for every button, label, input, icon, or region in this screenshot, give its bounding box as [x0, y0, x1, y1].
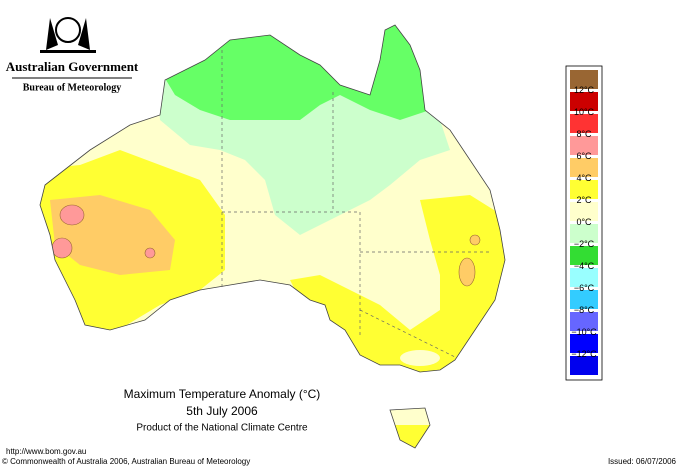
- legend-swatch: [570, 268, 598, 287]
- legend-swatch: [570, 312, 598, 331]
- header-title: Australian Government: [6, 59, 139, 74]
- caption-product: Product of the National Climate Centre: [136, 423, 308, 434]
- region-4-6: [458, 257, 476, 287]
- legend-label: 10°C: [574, 107, 595, 117]
- legend: 12°C 10°C 8°C 6°C 4°C 2°C 0°C −2°C −4°C −6°C −8°C −…: [570, 70, 598, 375]
- legend-label: 12°C: [574, 85, 595, 95]
- legend-label: −2°C: [574, 239, 595, 249]
- legend-label: −4°C: [574, 261, 595, 271]
- legend-swatch: [570, 158, 598, 177]
- legend-label: 6°C: [576, 151, 592, 161]
- legend-swatch: [570, 356, 598, 375]
- legend-swatch: [570, 202, 598, 221]
- crest: [40, 17, 96, 53]
- region-6-8: [59, 204, 85, 226]
- region-4-6: [469, 234, 481, 246]
- legend-label: −6°C: [574, 283, 595, 293]
- legend-swatch: [570, 180, 598, 199]
- legend-label: −8°C: [574, 305, 595, 315]
- legend-swatch: [570, 92, 598, 111]
- region-6-8: [144, 247, 156, 259]
- legend-swatch: [570, 246, 598, 265]
- region-6-8: [51, 237, 73, 259]
- legend-label: −12°C: [571, 349, 597, 359]
- legend-label: −10°C: [571, 327, 597, 337]
- legend-label: 8°C: [576, 129, 592, 139]
- header-subtitle: Bureau of Meteorology: [23, 82, 122, 93]
- coastline: [39, 24, 506, 449]
- state-borders: [221, 50, 490, 358]
- legend-swatch: [570, 224, 598, 243]
- caption-date: 5th July 2006: [186, 404, 258, 418]
- region-0-2: [400, 350, 440, 366]
- legend-swatch: [570, 70, 598, 89]
- legend-swatch: [570, 290, 598, 309]
- legend-swatch: [570, 136, 598, 155]
- legend-swatch: [570, 114, 598, 133]
- legend-label: 4°C: [576, 173, 592, 183]
- footer-copyright: © Commonwealth of Australia 2006, Austra…: [2, 457, 250, 466]
- legend-swatch: [570, 334, 598, 353]
- legend-label: 0°C: [576, 217, 592, 227]
- caption-title: Maximum Temperature Anomaly (°C): [124, 387, 321, 401]
- footer-url: http://www.bom.gov.au: [6, 447, 86, 456]
- footer-issued: Issued: 06/07/2006: [608, 457, 677, 466]
- legend-label: 2°C: [576, 195, 592, 205]
